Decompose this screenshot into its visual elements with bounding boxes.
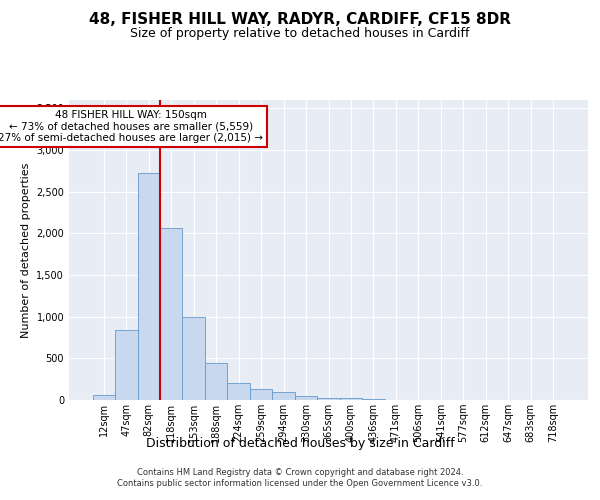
Text: Size of property relative to detached houses in Cardiff: Size of property relative to detached ho… xyxy=(130,28,470,40)
Text: Distribution of detached houses by size in Cardiff: Distribution of detached houses by size … xyxy=(146,438,454,450)
Bar xyxy=(317,398,340,400)
Bar xyxy=(205,362,227,400)
Text: 48, FISHER HILL WAY, RADYR, CARDIFF, CF15 8DR: 48, FISHER HILL WAY, RADYR, CARDIFF, CF1… xyxy=(89,12,511,28)
Bar xyxy=(250,389,272,400)
Text: 48 FISHER HILL WAY: 150sqm
← 73% of detached houses are smaller (5,559)
27% of s: 48 FISHER HILL WAY: 150sqm ← 73% of deta… xyxy=(0,110,263,143)
Bar xyxy=(295,396,317,400)
Bar xyxy=(227,384,250,400)
Text: Contains HM Land Registry data © Crown copyright and database right 2024.
Contai: Contains HM Land Registry data © Crown c… xyxy=(118,468,482,487)
Bar xyxy=(92,395,115,400)
Bar xyxy=(137,174,160,400)
Y-axis label: Number of detached properties: Number of detached properties xyxy=(21,162,31,338)
Bar xyxy=(340,398,362,400)
Bar xyxy=(272,392,295,400)
Bar xyxy=(362,399,385,400)
Bar xyxy=(115,330,137,400)
Bar xyxy=(182,316,205,400)
Bar xyxy=(160,228,182,400)
